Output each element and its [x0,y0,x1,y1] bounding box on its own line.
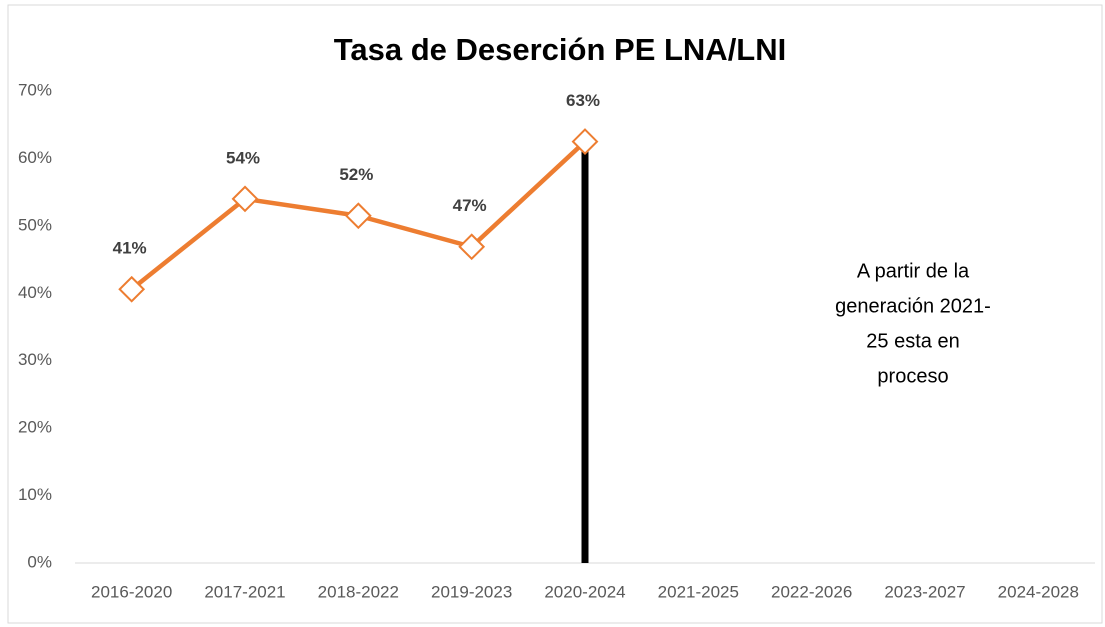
x-tick-label: 2021-2025 [658,582,739,601]
point-marker [458,233,486,261]
chart-title: Tasa de Deserción PE LNA/LNI [334,32,787,67]
x-tick-label: 2020-2024 [544,582,625,601]
x-tick-label: 2016-2020 [91,582,172,601]
point-marker [231,185,259,213]
y-tick-label: 30% [18,350,52,369]
annotation: 25 esta en [866,330,959,352]
y-tick-label: 50% [18,215,52,234]
x-tick-label: 2018-2022 [318,582,399,601]
x-tick-label: 2019-2023 [431,582,512,601]
annotation: A partir de la [857,260,970,282]
y-tick-label: 10% [18,485,52,504]
data-label: 63% [566,91,600,110]
y-tick-label: 20% [18,418,52,437]
y-tick-label: 60% [18,148,52,167]
x-tick-label: 2022-2026 [771,582,852,601]
x-tick-label: 2023-2027 [884,582,965,601]
y-tick-label: 40% [18,283,52,302]
annotation: proceso [877,365,948,387]
annotation: generación 2021- [835,295,991,317]
data-label: 47% [453,196,487,215]
y-tick-label: 70% [18,80,52,99]
chart-border [7,4,1103,624]
point-marker [118,275,146,303]
x-tick-label: 2017-2021 [204,582,285,601]
point-marker [571,128,599,155]
y-tick-label: 0% [27,552,52,571]
data-label: 54% [226,148,260,167]
point-marker [344,202,372,230]
data-label: 41% [113,239,147,258]
data-label: 52% [339,165,373,184]
x-tick-label: 2024-2028 [998,582,1079,601]
